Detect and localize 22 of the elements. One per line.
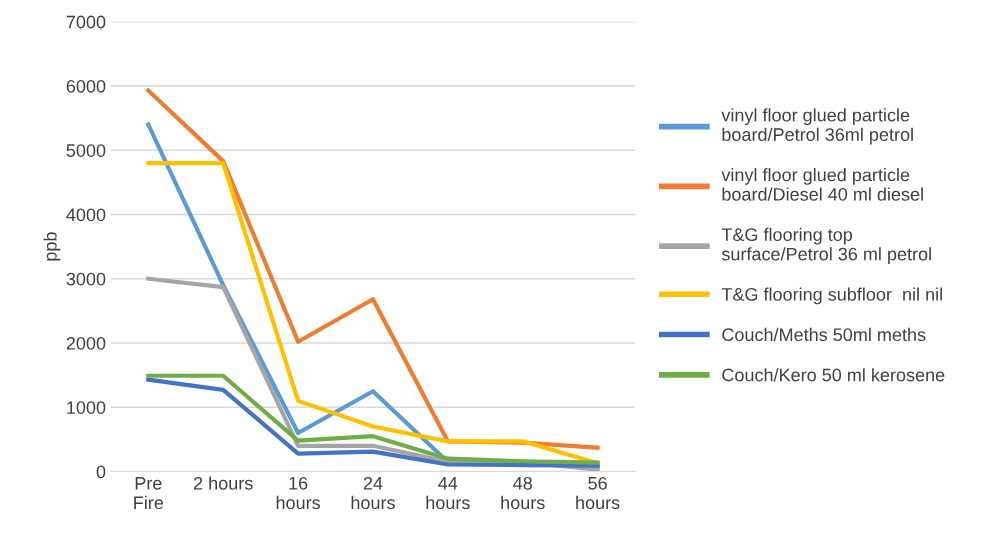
legend-label: vinyl floor glued particle board/Diesel 40 ml diesel	[721, 168, 923, 201]
legend-label: vinyl floor glued particle board/Petrol 36ml petrol	[721, 108, 913, 145]
y-axis-title: ppb	[43, 232, 61, 261]
x-tick-label: 44 hours	[426, 477, 470, 510]
x-tick-label: 2 hours	[194, 476, 253, 490]
y-tick-label: 4000	[66, 208, 106, 222]
y-tick-label: 5000	[66, 144, 106, 157]
x-tick-label: 48 hours	[501, 476, 545, 510]
y-tick-label: 6000	[66, 79, 106, 93]
legend-label: T&G flooring top surface/Petrol 36 ml petrol	[721, 227, 931, 265]
y-tick-label: 3000	[66, 272, 106, 286]
x-tick-label: 56 hours	[576, 476, 620, 510]
legend-label: Couch/Kero 50 ml kerosene	[722, 368, 945, 382]
y-tick-label: 2000	[66, 336, 106, 350]
x-tick-label: 24 hours	[351, 476, 395, 510]
y-tick-label: 0	[96, 465, 106, 479]
x-tick-label: 16 hours	[276, 476, 321, 510]
y-tick-label: 1000	[67, 401, 106, 414]
y-tick-label: 7000	[66, 15, 106, 29]
legend-label: T&G flooring subfloor nil nil	[721, 287, 942, 305]
x-tick-label: Pre Fire	[134, 477, 164, 510]
legend-label: Couch/Meths 50ml meths	[722, 327, 926, 342]
